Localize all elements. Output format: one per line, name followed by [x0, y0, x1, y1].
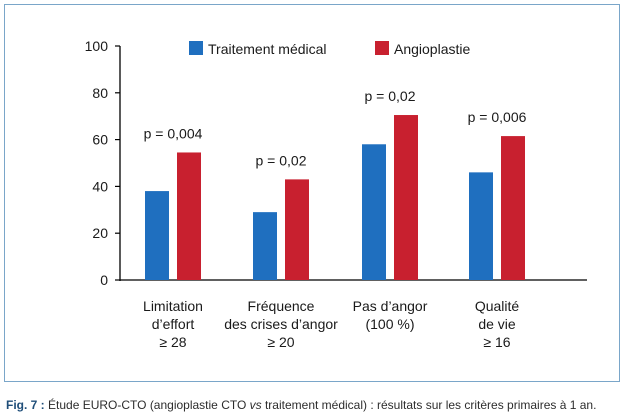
bar-angioplastie: [177, 152, 201, 280]
p-value-annotation: p = 0,02: [256, 152, 307, 168]
y-tick-label: 20: [92, 225, 108, 241]
legend-swatch: [189, 41, 203, 55]
x-category-label: de vie: [478, 316, 516, 332]
x-category-label: ≥ 20: [267, 334, 294, 350]
x-category-label: ≥ 28: [159, 334, 186, 350]
bar-traitement-medical: [253, 212, 277, 280]
legend-label: Traitement médical: [208, 41, 327, 57]
p-value-annotation: p = 0,02: [365, 88, 416, 104]
y-tick-label: 100: [85, 38, 109, 54]
legend-label: Angioplastie: [394, 41, 470, 57]
p-value-annotation: p = 0,004: [144, 125, 203, 141]
y-tick-label: 60: [92, 132, 108, 148]
bar-angioplastie: [394, 115, 418, 280]
x-category-label: Limitation: [143, 298, 203, 314]
figure-frame: 0 20 40 60 80 100 p = 0,004 p = 0,02 p = 0,02 p =…: [4, 4, 620, 382]
caption-text-after: traitement médical) : résultats sur les …: [261, 398, 597, 412]
x-category-label: (100 %): [365, 316, 414, 332]
bar-angioplastie: [285, 179, 309, 280]
x-category-label: ≥ 16: [483, 334, 510, 350]
x-category-label: d’effort: [152, 316, 195, 332]
x-category-label: Fréquence: [248, 298, 315, 314]
p-value-annotation: p = 0,006: [468, 109, 527, 125]
y-tick-label: 40: [92, 178, 108, 194]
figure-caption: Fig. 7 : Étude EURO-CTO (angioplastie CT…: [6, 398, 626, 412]
x-category-label: des crises d’angor: [224, 316, 338, 332]
y-tick-label: 0: [100, 272, 108, 288]
bar-traitement-medical: [145, 191, 169, 280]
x-category-label: Qualité: [475, 298, 520, 314]
bar-angioplastie: [501, 136, 525, 280]
caption-text-before: Étude EURO-CTO (angioplastie CTO: [44, 398, 250, 412]
x-category-label: Pas d’angor: [353, 298, 428, 314]
bar-traitement-medical: [469, 172, 493, 280]
legend-swatch: [375, 41, 389, 55]
y-tick-label: 80: [92, 85, 108, 101]
caption-label: Fig. 7 :: [6, 398, 45, 412]
bar-traitement-medical: [362, 144, 386, 280]
caption-italic: vs: [249, 398, 262, 412]
bar-chart: 0 20 40 60 80 100 p = 0,004 p = 0,02 p = 0,02 p =…: [85, 38, 587, 350]
